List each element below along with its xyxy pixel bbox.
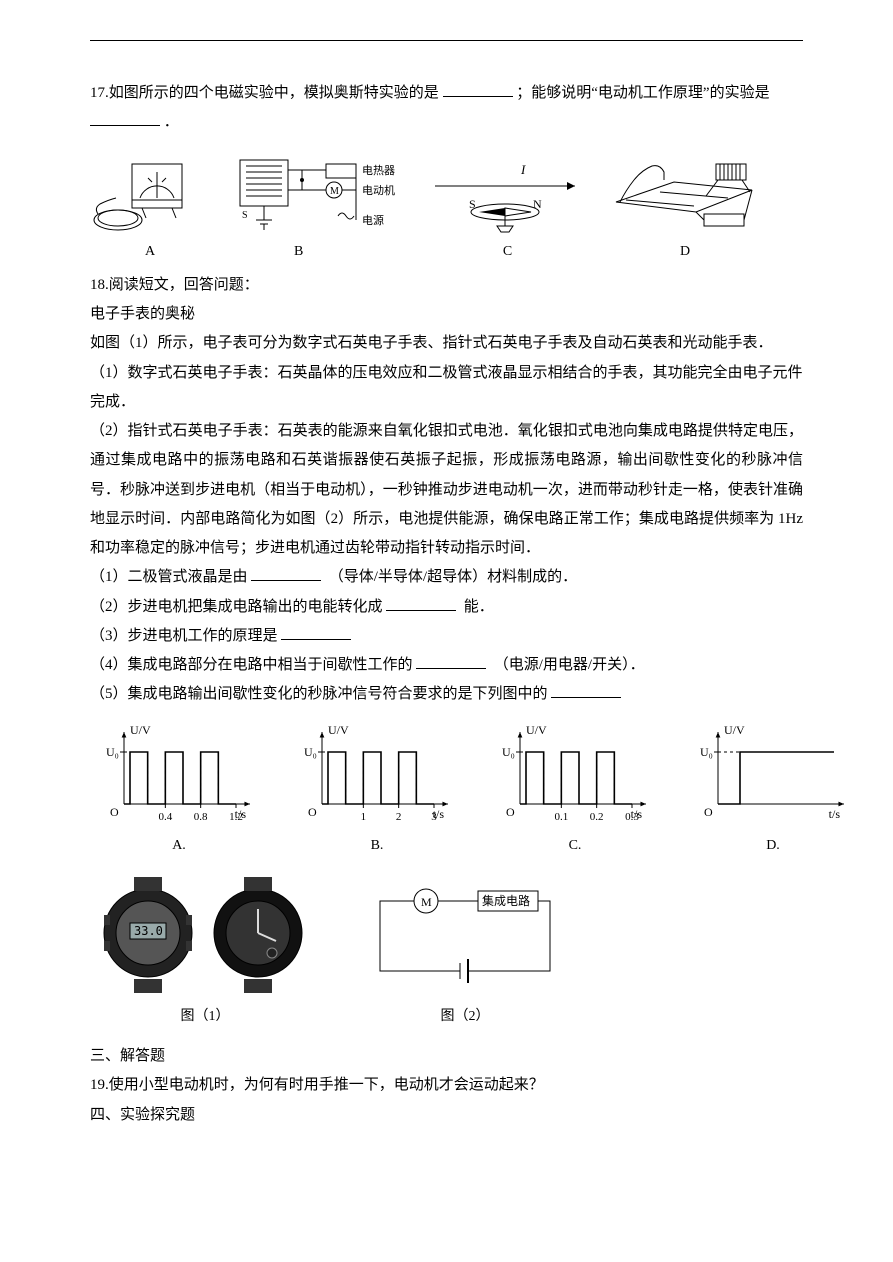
q18-p3: （2）指针式石英电子手表：石英表的能源来自氧化银扣式电池．氧化银扣式电池向集成电… xyxy=(90,417,803,563)
q17-fig-b-svg: 电热器 M 电动机 电源 S xyxy=(230,146,405,236)
svg-text:O: O xyxy=(110,805,119,819)
q18-sub4-b: （电源/用电器/开关）． xyxy=(494,657,645,673)
motor-m: M xyxy=(421,895,432,909)
q17-fig-c: I S N C xyxy=(425,158,590,265)
svg-text:3: 3 xyxy=(431,811,437,823)
pulse-label: C. xyxy=(569,832,582,859)
svg-text:O: O xyxy=(704,805,713,819)
compass-n: N xyxy=(533,197,542,211)
q17-label-b: B xyxy=(294,238,303,265)
svg-text:O: O xyxy=(308,805,317,819)
heater-label: 电热器 xyxy=(362,164,395,177)
current-i: I xyxy=(520,162,526,177)
fig2-label: 图（2） xyxy=(441,1003,490,1030)
fig1-cell: 33.0 图（1） xyxy=(90,871,320,1030)
watch-display: 33.0 xyxy=(134,924,163,938)
svg-text:U₀: U₀ xyxy=(106,745,119,759)
q18-sub3-blank[interactable] xyxy=(281,625,351,640)
svg-text:U/V: U/V xyxy=(130,723,151,737)
q19: 19.使用小型电动机时，为何有时用手推一下，电动机才会运动起来？ xyxy=(90,1071,803,1100)
q18-p2: （1）数字式石英电子手表：石英晶体的压电效应和二极管式液晶显示相结合的手表，其功… xyxy=(90,359,803,418)
svg-text:U₀: U₀ xyxy=(502,745,515,759)
svg-text:0.4: 0.4 xyxy=(158,811,172,823)
q18-sub1-b: （导体/半导体/超导体）材料制成的． xyxy=(329,569,577,585)
q18-sub5-a: （5）集成电路输出间歇性变化的秒脉冲信号符合要求的是下列图中的 xyxy=(90,686,548,702)
svg-text:U₀: U₀ xyxy=(304,745,317,759)
q17-label-d: D xyxy=(680,238,690,265)
page-rule xyxy=(90,40,803,41)
watch-row: 33.0 图（1） xyxy=(90,871,803,1030)
q17-text-b: ；能够说明“电动机工作原理”的实验是 xyxy=(516,85,769,101)
q18-sub3-a: （3）步进电机工作的原理是 xyxy=(90,628,278,644)
q18-sub2-blank[interactable] xyxy=(386,595,456,610)
pulse-option-b: U/VU₀Ot/s123B. xyxy=(288,718,466,859)
motor-label: 电动机 xyxy=(362,183,395,197)
q18-sub4-a: （4）集成电路部分在电路中相当于间歇性工作的 xyxy=(90,657,413,673)
q17-fig-c-svg: I S N xyxy=(425,158,590,236)
svg-text:S: S xyxy=(242,210,248,221)
q17-fig-a-svg xyxy=(90,158,210,236)
svg-text:0.2: 0.2 xyxy=(590,811,604,823)
source-label: 电源 xyxy=(362,213,384,227)
q17-stem-line2: ． xyxy=(90,108,803,137)
q18-sub5-blank[interactable] xyxy=(551,683,621,698)
pulse-label: B. xyxy=(371,832,384,859)
svg-text:U₀: U₀ xyxy=(700,745,713,759)
q18-sub4-blank[interactable] xyxy=(416,654,486,669)
q17-text-c: ． xyxy=(164,114,179,130)
chip-label: 集成电路 xyxy=(482,893,530,908)
q17-blank-2[interactable] xyxy=(90,111,160,126)
q18-sub2: （2）步进电机把集成电路输出的电能转化成 能． xyxy=(90,593,803,622)
q18-sub1-blank[interactable] xyxy=(251,566,321,581)
svg-text:2: 2 xyxy=(396,811,402,823)
q18-p1: 如图（1）所示，电子表可分为数字式石英电子手表、指针式石英电子手表及自动石英表和… xyxy=(90,329,803,358)
q17-fig-b: 电热器 M 电动机 电源 S B xyxy=(230,146,405,265)
q17-fig-d-svg xyxy=(610,158,760,236)
q18-sub2-a: （2）步进电机把集成电路输出的电能转化成 xyxy=(90,599,383,615)
q18-sub1: （1）二极管式液晶是由 （导体/半导体/超导体）材料制成的． xyxy=(90,563,803,592)
q18-sub1-a: （1）二极管式液晶是由 xyxy=(90,569,248,585)
q17-stem: 17.如图所示的四个电磁实验中，模拟奥斯特实验的是 ；能够说明“电动机工作原理”… xyxy=(90,79,803,108)
q17-text-a: 17.如图所示的四个电磁实验中，模拟奥斯特实验的是 xyxy=(90,85,439,101)
pulse-option-c: U/VU₀Ot/s0.10.20.3C. xyxy=(486,718,664,859)
svg-text:U/V: U/V xyxy=(526,723,547,737)
q18-stem: 18.阅读短文，回答问题： xyxy=(90,271,803,300)
svg-text:O: O xyxy=(506,805,515,819)
fig2-cell: M 集成电路 图（2） xyxy=(360,881,570,1030)
q17-fig-d: D xyxy=(610,158,760,265)
section-4: 四、实验探究题 xyxy=(90,1101,803,1130)
q17-blank-1[interactable] xyxy=(443,82,513,97)
svg-text:U/V: U/V xyxy=(724,723,745,737)
pulse-option-a: U/VU₀Ot/s0.40.81.2A. xyxy=(90,718,268,859)
svg-text:M: M xyxy=(330,186,339,197)
fig1-svg: 33.0 xyxy=(90,871,320,1001)
fig2-svg: M 集成电路 xyxy=(360,881,570,1001)
q18-sub5: （5）集成电路输出间歇性变化的秒脉冲信号符合要求的是下列图中的 xyxy=(90,680,803,709)
svg-text:1: 1 xyxy=(361,811,367,823)
q18-sub4: （4）集成电路部分在电路中相当于间歇性工作的 （电源/用电器/开关）． xyxy=(90,651,803,680)
svg-text:0.1: 0.1 xyxy=(554,811,568,823)
pulse-label: A. xyxy=(172,832,186,859)
compass-s: S xyxy=(469,197,476,211)
svg-text:0.8: 0.8 xyxy=(194,811,208,823)
svg-text:t/s: t/s xyxy=(829,807,841,821)
svg-text:0.3: 0.3 xyxy=(625,811,639,823)
q17-fig-a: A xyxy=(90,158,210,265)
q17-label-c: C xyxy=(503,238,512,265)
pulse-label: D. xyxy=(766,832,780,859)
pulse-option-d: U/V U₀ Ot/s D. xyxy=(684,718,862,859)
q18-title: 电子手表的奥秘 xyxy=(90,300,803,329)
fig1-label: 图（1） xyxy=(181,1003,230,1030)
section-3: 三、解答题 xyxy=(90,1042,803,1071)
q17-figure-row: A 电热器 M 电动机 xyxy=(90,146,803,265)
svg-text:1.2: 1.2 xyxy=(229,811,243,823)
svg-text:U/V: U/V xyxy=(328,723,349,737)
q18-sub3: （3）步进电机工作的原理是 xyxy=(90,622,803,651)
q17-label-a: A xyxy=(145,238,155,265)
q18-sub2-b: 能． xyxy=(464,599,494,615)
pulse-row: U/VU₀Ot/s0.40.81.2A.U/VU₀Ot/s123B.U/VU₀O… xyxy=(90,718,803,859)
page: 17.如图所示的四个电磁实验中，模拟奥斯特实验的是 ；能够说明“电动机工作原理”… xyxy=(45,0,848,1190)
